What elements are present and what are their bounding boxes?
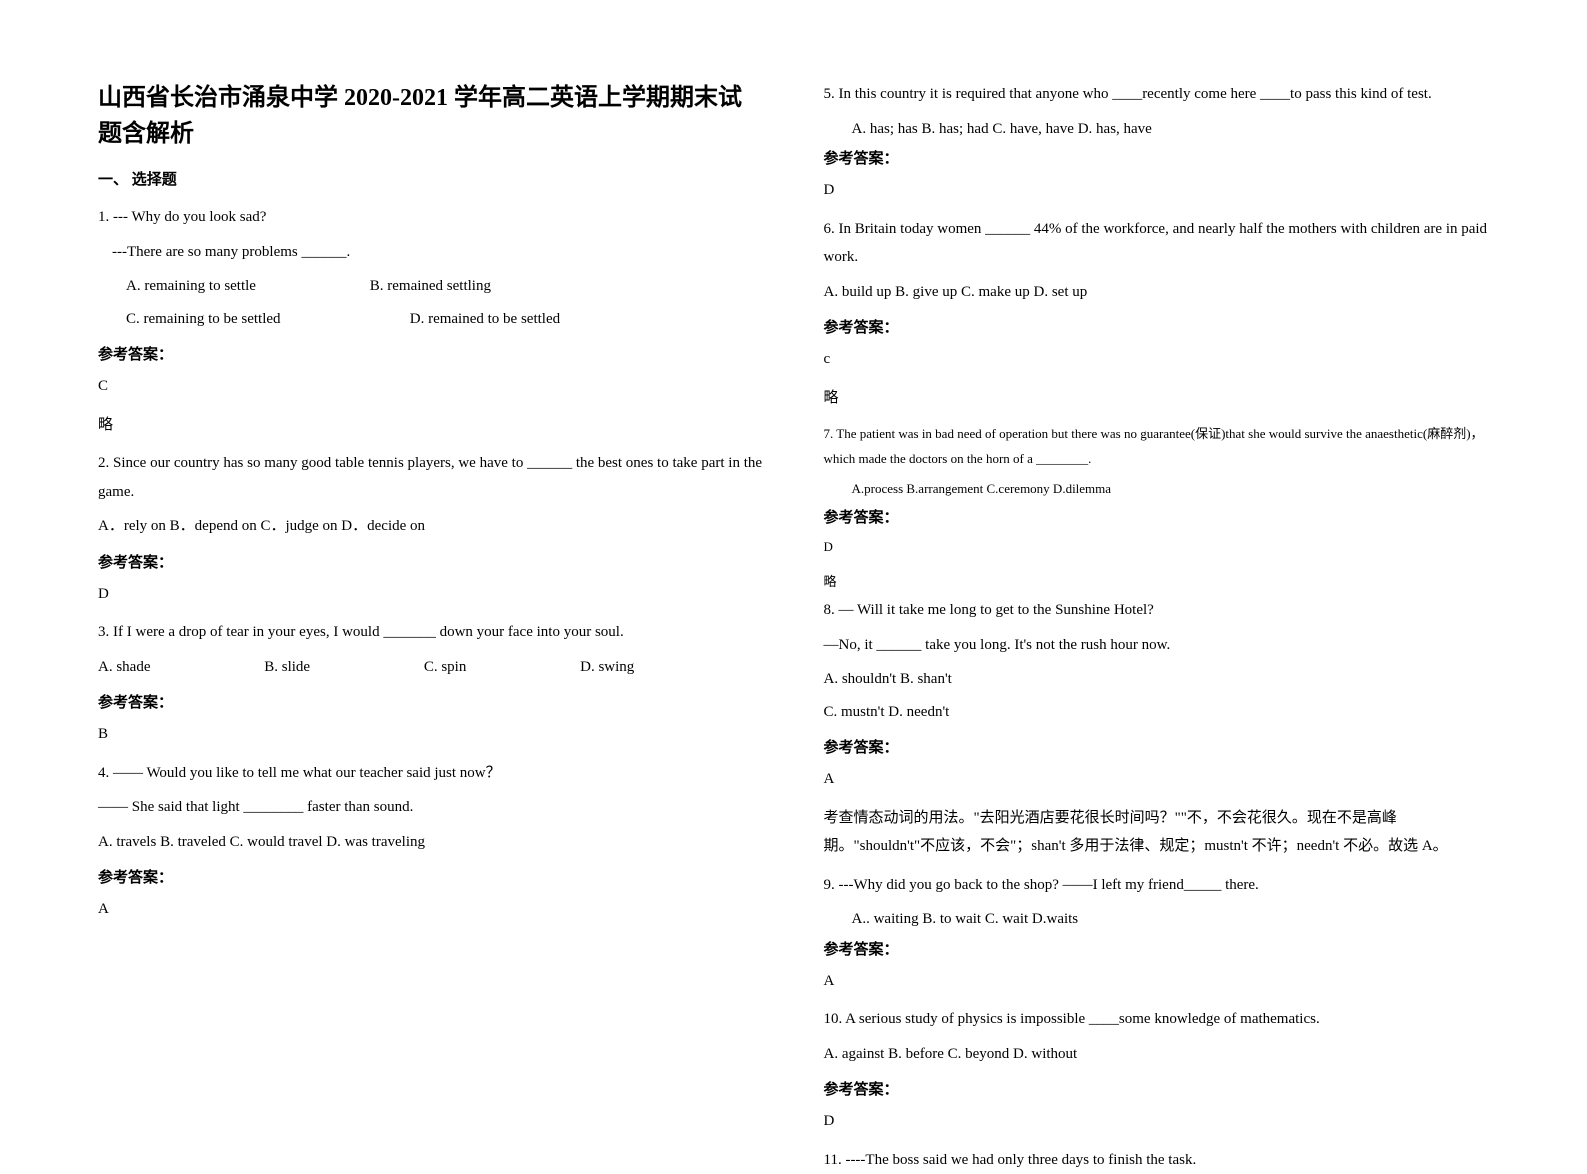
q8-opts2: C. mustn't D. needn't [824, 698, 1490, 727]
q2-opts: A．rely on B．depend on C．judge on D．decid… [98, 512, 764, 541]
q5-opts: A. has; has B. has; had C. have, have D.… [824, 115, 1490, 144]
q4-ans-label: 参考答案： [98, 866, 764, 887]
q4-opts: A. travels B. traveled C. would travel D… [98, 828, 764, 857]
q1-line2: ---There are so many problems ______. [98, 238, 764, 267]
q1-note: 略 [98, 411, 764, 440]
q1-answer: C [98, 372, 764, 401]
q5-text: 5. In this country it is required that a… [824, 80, 1490, 109]
q9-ans-label: 参考答案： [824, 938, 1490, 959]
doc-title: 山西省长治市涌泉中学 2020-2021 学年高二英语上学期期末试题含解析 [98, 80, 764, 152]
q1-optD: D. remained to be settled [410, 305, 560, 334]
q3-optA: A. shade [98, 653, 151, 682]
q10-text: 10. A serious study of physics is imposs… [824, 1005, 1490, 1034]
q3-optC: C. spin [424, 653, 467, 682]
q2-ans-label: 参考答案： [98, 551, 764, 572]
q9-answer: A [824, 967, 1490, 996]
q7-text: 7. The patient was in bad need of operat… [824, 422, 1490, 471]
q3-ans-label: 参考答案： [98, 691, 764, 712]
q5-answer: D [824, 176, 1490, 205]
q2-answer: D [98, 580, 764, 609]
q9-opts: A.. waiting B. to wait C. wait D.waits [824, 905, 1490, 934]
q1-opts-row2: C. remaining to be settled D. remained t… [98, 305, 764, 334]
left-column: 山西省长治市涌泉中学 2020-2021 学年高二英语上学期期末试题含解析 一、… [98, 80, 764, 1082]
q3-text: 3. If I were a drop of tear in your eyes… [98, 618, 764, 647]
q1-optA: A. remaining to settle [126, 272, 366, 301]
q7-opts: A.process B.arrangement C.ceremony D.dil… [824, 477, 1490, 502]
q7-note: 略 [824, 570, 1490, 595]
q6-text: 6. In Britain today women ______ 44% of … [824, 215, 1490, 272]
q9-text: 9. ---Why did you go back to the shop? —… [824, 871, 1490, 900]
q2-text: 2. Since our country has so many good ta… [98, 449, 764, 506]
q8-ans-label: 参考答案： [824, 736, 1490, 757]
q4-line2: —— She said that light ________ faster t… [98, 793, 764, 822]
q10-ans-label: 参考答案： [824, 1078, 1490, 1099]
q5-ans-label: 参考答案： [824, 147, 1490, 168]
q1-ans-label: 参考答案： [98, 343, 764, 364]
q8-line1: 8. — Will it take me long to get to the … [824, 596, 1490, 625]
q1-optB: B. remained settling [370, 272, 491, 301]
q4-answer: A [98, 895, 764, 924]
q10-opts: A. against B. before C. beyond D. withou… [824, 1040, 1490, 1069]
q3-optB: B. slide [264, 653, 310, 682]
q6-note: 略 [824, 384, 1490, 413]
q7-ans-label: 参考答案： [824, 506, 1490, 527]
q3-answer: B [98, 720, 764, 749]
right-column: 5. In this country it is required that a… [824, 80, 1490, 1082]
section-heading: 一、 选择题 [98, 168, 764, 189]
q1-optC: C. remaining to be settled [126, 305, 406, 334]
q3-optD: D. swing [580, 653, 634, 682]
q8-answer: A [824, 765, 1490, 794]
q11-text: 11. ----The boss said we had only three … [824, 1146, 1490, 1174]
q6-answer: c [824, 345, 1490, 374]
q7-answer: D [824, 535, 1490, 560]
q6-ans-label: 参考答案： [824, 316, 1490, 337]
q1-line1: 1. --- Why do you look sad? [98, 203, 764, 232]
q8-explain: 考查情态动词的用法。"去阳光酒店要花很长时间吗？""不，不会花很久。现在不是高峰… [824, 804, 1490, 861]
q3-opts: A. shade B. slide C. spin D. swing [98, 653, 764, 682]
q6-opts: A. build up B. give up C. make up D. set… [824, 278, 1490, 307]
q4-line1: 4. —— Would you like to tell me what our… [98, 759, 764, 788]
q1-opts-row1: A. remaining to settle B. remained settl… [98, 272, 764, 301]
q8-line2: —No, it ______ take you long. It's not t… [824, 631, 1490, 660]
q8-opts1: A. shouldn't B. shan't [824, 665, 1490, 694]
